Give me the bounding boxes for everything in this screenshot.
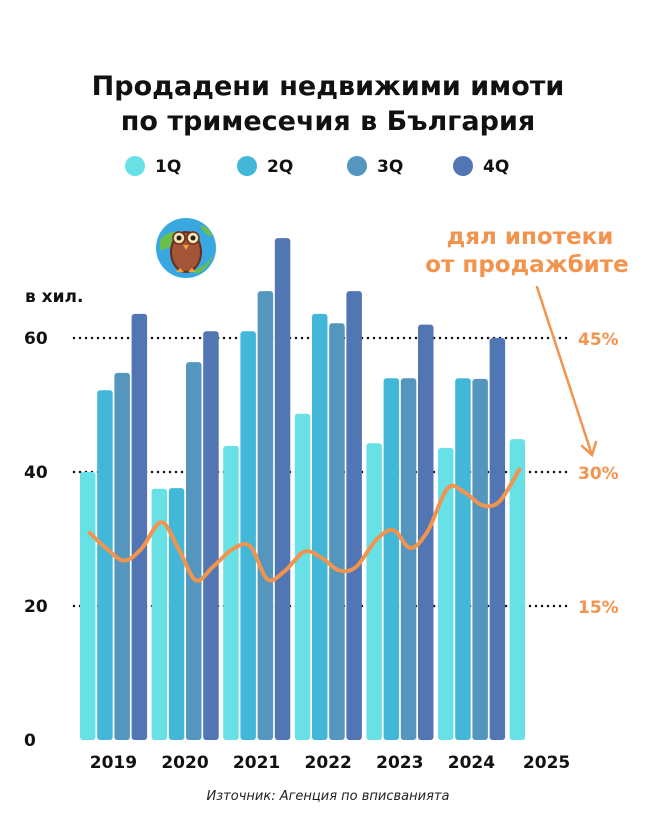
bar-2020-3Q [186, 362, 202, 740]
bar-2023-2Q [383, 378, 400, 740]
owl-logo-icon [156, 218, 216, 278]
bar-2023-1Q [366, 443, 382, 740]
source-note: Източник: Агенция по вписванията [207, 789, 450, 804]
bar-2023-3Q [400, 378, 417, 740]
line-annotation-line-2: от продажбите [425, 252, 628, 278]
mortgage-share-line [87, 467, 522, 583]
bar-2024-4Q [489, 338, 506, 740]
legend-swatch-3Q [347, 156, 367, 176]
bar-2022-1Q [294, 413, 311, 740]
bar-2019-1Q [80, 472, 96, 740]
legend-label-3Q: 3Q [377, 157, 403, 177]
bar-2022-2Q [312, 313, 328, 740]
bar-2024-3Q [472, 378, 488, 740]
y2-ticks: 15% 30% 45% [578, 330, 619, 618]
chart-title-line-2: по тримесечия в България [121, 106, 535, 137]
legend: 1Q 2Q 3Q 4Q [125, 156, 509, 177]
bar-2021-4Q [274, 238, 291, 741]
bar-2024-2Q [455, 378, 471, 740]
y-axis-label: в хил. [25, 287, 83, 307]
bar-2019-4Q [131, 313, 148, 740]
bar-2021-1Q [223, 445, 239, 740]
y2-tick-30%: 30% [578, 464, 619, 484]
y-tick-20: 20 [24, 597, 48, 617]
x-ticks: 2019 2020 2021 2022 2023 2024 2025 [90, 753, 571, 773]
x-tick-2019: 2019 [90, 753, 137, 773]
legend-label-2Q: 2Q [267, 157, 293, 177]
x-tick-2021: 2021 [233, 753, 280, 773]
x-tick-2025: 2025 [523, 753, 570, 773]
bar-2020-4Q [203, 331, 219, 740]
legend-swatch-4Q [453, 156, 473, 176]
y-tick-60: 60 [24, 329, 48, 349]
y-ticks: 0 20 40 60 [24, 329, 48, 751]
bar-2022-4Q [346, 291, 362, 740]
y2-tick-15%: 15% [578, 598, 619, 618]
line-annotation-line-1: дял ипотеки [447, 224, 614, 250]
bar-2021-2Q [240, 331, 256, 740]
bar-2021-3Q [257, 291, 274, 740]
bar-2019-3Q [114, 372, 130, 740]
bar-2022-3Q [329, 323, 345, 740]
bar-2025-1Q [509, 439, 526, 740]
legend-label-1Q: 1Q [155, 157, 181, 177]
y2-tick-45%: 45% [578, 330, 619, 350]
y-tick-40: 40 [24, 463, 48, 483]
legend-swatch-1Q [125, 156, 145, 176]
x-tick-2022: 2022 [305, 753, 352, 773]
bar-2019-2Q [97, 390, 113, 740]
bar-2020-1Q [151, 488, 168, 740]
annotation-arrow-icon [535, 285, 598, 458]
y-tick-0: 0 [24, 731, 36, 751]
bars [80, 238, 526, 741]
x-tick-2024: 2024 [448, 753, 495, 773]
x-tick-2023: 2023 [376, 753, 423, 773]
bar-2020-2Q [168, 488, 185, 740]
legend-label-4Q: 4Q [483, 157, 509, 177]
legend-swatch-2Q [237, 156, 257, 176]
bar-2024-1Q [438, 447, 454, 740]
chart-title-line-1: Продадени недвижими имоти [92, 71, 565, 102]
x-tick-2020: 2020 [161, 753, 208, 773]
